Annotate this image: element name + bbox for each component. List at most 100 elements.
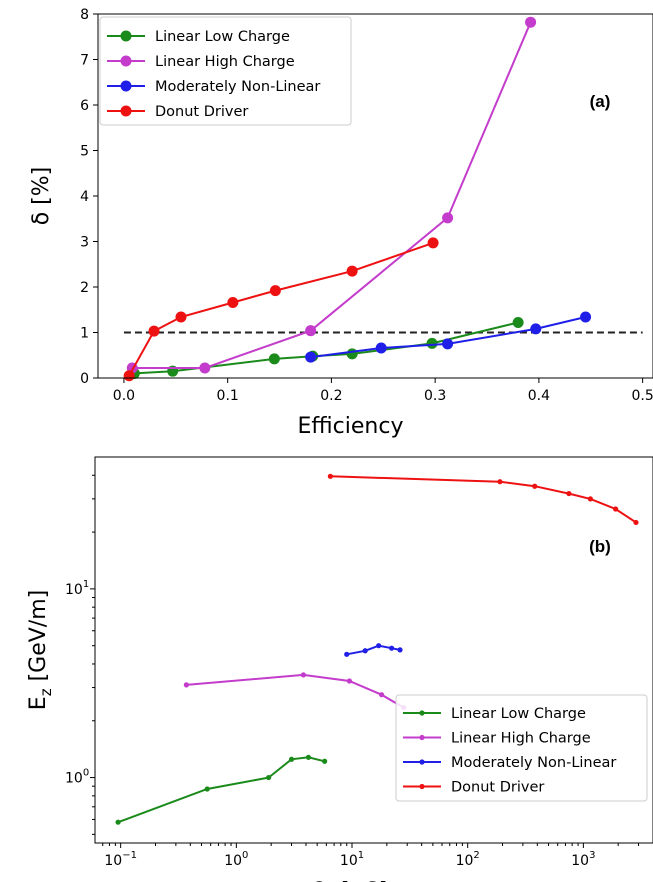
p1-data-point [322,758,328,764]
p1-legend-swatch-marker [419,734,425,741]
p1-data-point [587,496,593,502]
p0-x-tick-label: 0.5 [631,388,653,404]
p0-data-point [175,311,187,323]
p0-data-point [375,342,387,354]
p1-legend-label: Donut Driver [451,780,544,796]
p0-y-tick-label: 5 [80,144,89,160]
p0-data-point [305,351,317,363]
p1-data-point [397,647,403,653]
p0-data-point [525,16,537,28]
p1-data-point [346,678,353,684]
p0-data-point [530,323,542,335]
p0-legend-label: Donut Driver [155,104,248,120]
p0-data-point [442,338,454,350]
p1-data-point [300,672,307,678]
panel-b-charge-vs-field: 10−1 100 101 102 103 100 101 Qt [pC] Ez [GeV/m] L… [26,456,653,882]
p0-legend-entry-donut-driver: Donut Driver [107,104,248,120]
p1-y-tick-label: 100 [65,768,89,787]
p1-x-tick-label: 100 [224,850,248,869]
p0-x-tick-label: 0.0 [113,388,135,404]
p1-legend: Linear Low Charge Linear High Charge Moder… [395,694,648,802]
p1-legend-label: Moderately Non-Linear [451,755,616,771]
p0-legend-entry-linear-high-charge: Linear High Charge [107,54,295,70]
p1-data-point [376,643,382,649]
p0-y-tick-label: 7 [80,53,89,69]
p1-data-point [305,754,312,760]
p1-x-tick-label: 102 [456,850,480,869]
p0-data-point [426,337,438,349]
p0-y-tick-label: 2 [80,280,89,296]
p0-series-line-moderately-non-linear [310,316,586,359]
p1-data-point [183,682,189,688]
p0-y-tick-label: 1 [80,326,89,342]
p0-data-point [199,362,211,374]
p0-data-point [227,296,239,308]
p0-data-point [346,265,358,277]
p1-y-axis-label: Ez [GeV/m] [26,590,55,710]
p1-data-point [327,473,333,479]
p0-y-tick-label: 8 [80,7,89,23]
p0-data-point [268,353,280,365]
p0-y-tick-label: 6 [80,98,89,114]
p0-data-point [346,348,358,360]
p0-data-point [512,316,524,328]
p1-legend-entry-linear-high-charge: Linear High Charge [403,731,591,747]
p0-data-point [148,325,160,337]
p0-legend-entry-moderately-non-linear: Moderately Non-Linear [107,79,320,95]
p0-data-point [427,237,439,249]
p0-series-linear-low-charge [128,316,524,379]
p0-y-axis-label: δ [%] [29,167,54,226]
p0-legend-label: Linear Low Charge [155,29,290,45]
p1-legend-entry-moderately-non-linear: Moderately Non-Linear [403,755,616,771]
p1-series-line-linear-high-charge [186,673,405,709]
p1-panel-label: (b) [589,537,611,556]
p0-series-donut-driver [123,237,439,382]
panel-a-efficiency-vs-delta: 0.0 0.1 0.2 0.3 0.4 0.5 0 1 2 3 4 5 6 7 8 Efficiency δ [… [29,7,653,439]
p1-legend-entry-linear-low-charge: Linear Low Charge [403,706,586,722]
p1-data-point [613,506,619,512]
p0-x-tick-label: 0.3 [424,388,446,404]
p1-x-tick-label: 103 [571,850,595,869]
p0-legend-label: Linear High Charge [155,54,295,70]
p0-data-point [442,212,454,224]
p0-y-tick-label: 0 [80,371,89,387]
p1-data-point [389,645,395,651]
p1-data-point [362,648,368,654]
p0-legend-swatch-marker [120,80,132,92]
p1-series-linear-low-charge [115,754,328,825]
p1-x-tick-label: 10−1 [104,850,137,869]
p1-data-point [115,819,121,825]
p0-series-line-donut-driver [128,241,434,377]
p0-legend-swatch-marker [120,55,132,67]
p1-axes-frame [94,456,653,844]
p0-y-tick-label: 3 [80,235,89,251]
p1-series-linear-high-charge [183,672,407,711]
p1-data-point [497,479,503,485]
p0-legend-entry-linear-low-charge: Linear Low Charge [107,29,290,45]
p1-data-point [633,519,639,526]
p0-legend-box [99,16,352,126]
p1-data-point [532,483,538,489]
p1-series-moderately-non-linear [344,643,403,657]
p1-x-tick-label: 101 [340,850,364,869]
p0-legend-label: Moderately Non-Linear [155,79,320,95]
p1-legend-swatch-marker [419,783,425,790]
p0-panel-label: (a) [590,92,611,111]
p0-legend-swatch-marker [120,30,132,42]
p1-data-point [378,692,385,698]
p1-data-point [344,651,350,657]
p0-y-tick-label: 4 [80,189,89,205]
p1-x-axis-label: Qt [pC] [311,879,388,882]
p0-data-point [580,311,592,323]
p1-legend-label: Linear Low Charge [451,706,586,722]
p0-legend-swatch-marker [120,105,132,117]
p1-legend-swatch-marker [419,710,425,716]
p1-series-donut-driver [327,473,639,526]
p1-y-tick-label: 101 [65,579,89,598]
p1-legend-label: Linear High Charge [451,731,591,747]
p0-data-point [305,325,317,337]
p0-legend: Linear Low Charge Linear High Charge Moder… [99,16,352,126]
p1-data-point [265,774,272,781]
p1-data-point [288,756,295,762]
